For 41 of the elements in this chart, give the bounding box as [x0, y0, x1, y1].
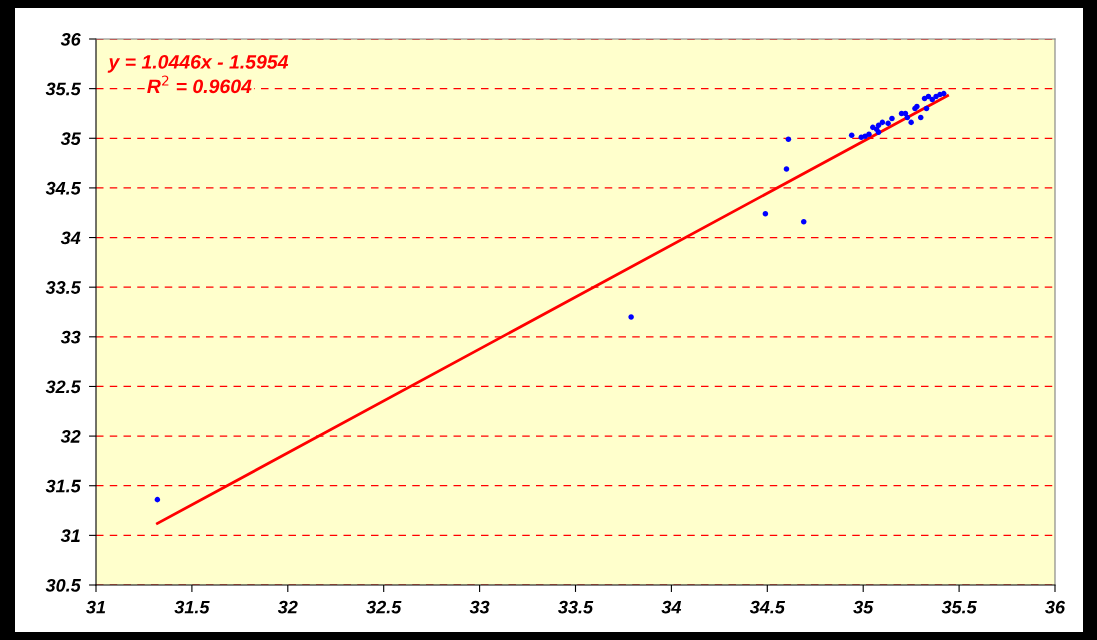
y-tick-label: 34.5 — [45, 181, 81, 195]
point — [908, 119, 914, 126]
point — [762, 210, 769, 217]
y-tick-label: 32 — [60, 430, 81, 443]
x-tick-label: 31 — [86, 600, 106, 614]
point — [866, 131, 872, 138]
point — [783, 166, 790, 172]
point — [628, 314, 634, 320]
point — [929, 96, 936, 103]
x-tick-label: 34.5 — [749, 600, 786, 614]
annotation: R$^{2}$ = 0.9604 — [147, 75, 252, 94]
x-tick-label: 32.5 — [366, 600, 402, 614]
point — [785, 136, 792, 143]
x-tick-label: 31.5 — [174, 600, 210, 614]
y-tick-label: 32.5 — [45, 380, 81, 394]
x-tick-label: 36 — [1045, 600, 1066, 614]
y-tick-label: 36 — [60, 32, 81, 46]
point — [885, 120, 891, 127]
y-tick-label: 31 — [60, 529, 80, 543]
y-tick-label: 30.5 — [45, 578, 81, 592]
point — [889, 115, 895, 122]
x-tick-label: 34 — [661, 600, 682, 614]
x-tick-label: 35.5 — [941, 600, 977, 614]
point — [904, 114, 911, 121]
point — [154, 496, 161, 503]
x-tick-label: 33 — [469, 600, 490, 614]
x-tick-label: 32 — [277, 600, 298, 614]
y-tick-label: 31.5 — [45, 479, 81, 493]
y-tick-label: 33.5 — [45, 281, 81, 294]
point — [940, 90, 947, 97]
y-tick-label: 33 — [60, 330, 81, 344]
point — [800, 218, 807, 225]
y-tick-label: 34 — [60, 231, 81, 245]
x-tick-label: 35 — [853, 600, 874, 614]
x-tick-label: 33.5 — [558, 600, 594, 614]
y-tick-label: 35.5 — [45, 82, 81, 96]
point — [879, 119, 886, 126]
point — [917, 114, 924, 121]
point — [848, 132, 855, 139]
annotation: y = 1.0446x - 1.5954 — [107, 55, 289, 73]
y-tick-label: 35 — [60, 132, 81, 145]
